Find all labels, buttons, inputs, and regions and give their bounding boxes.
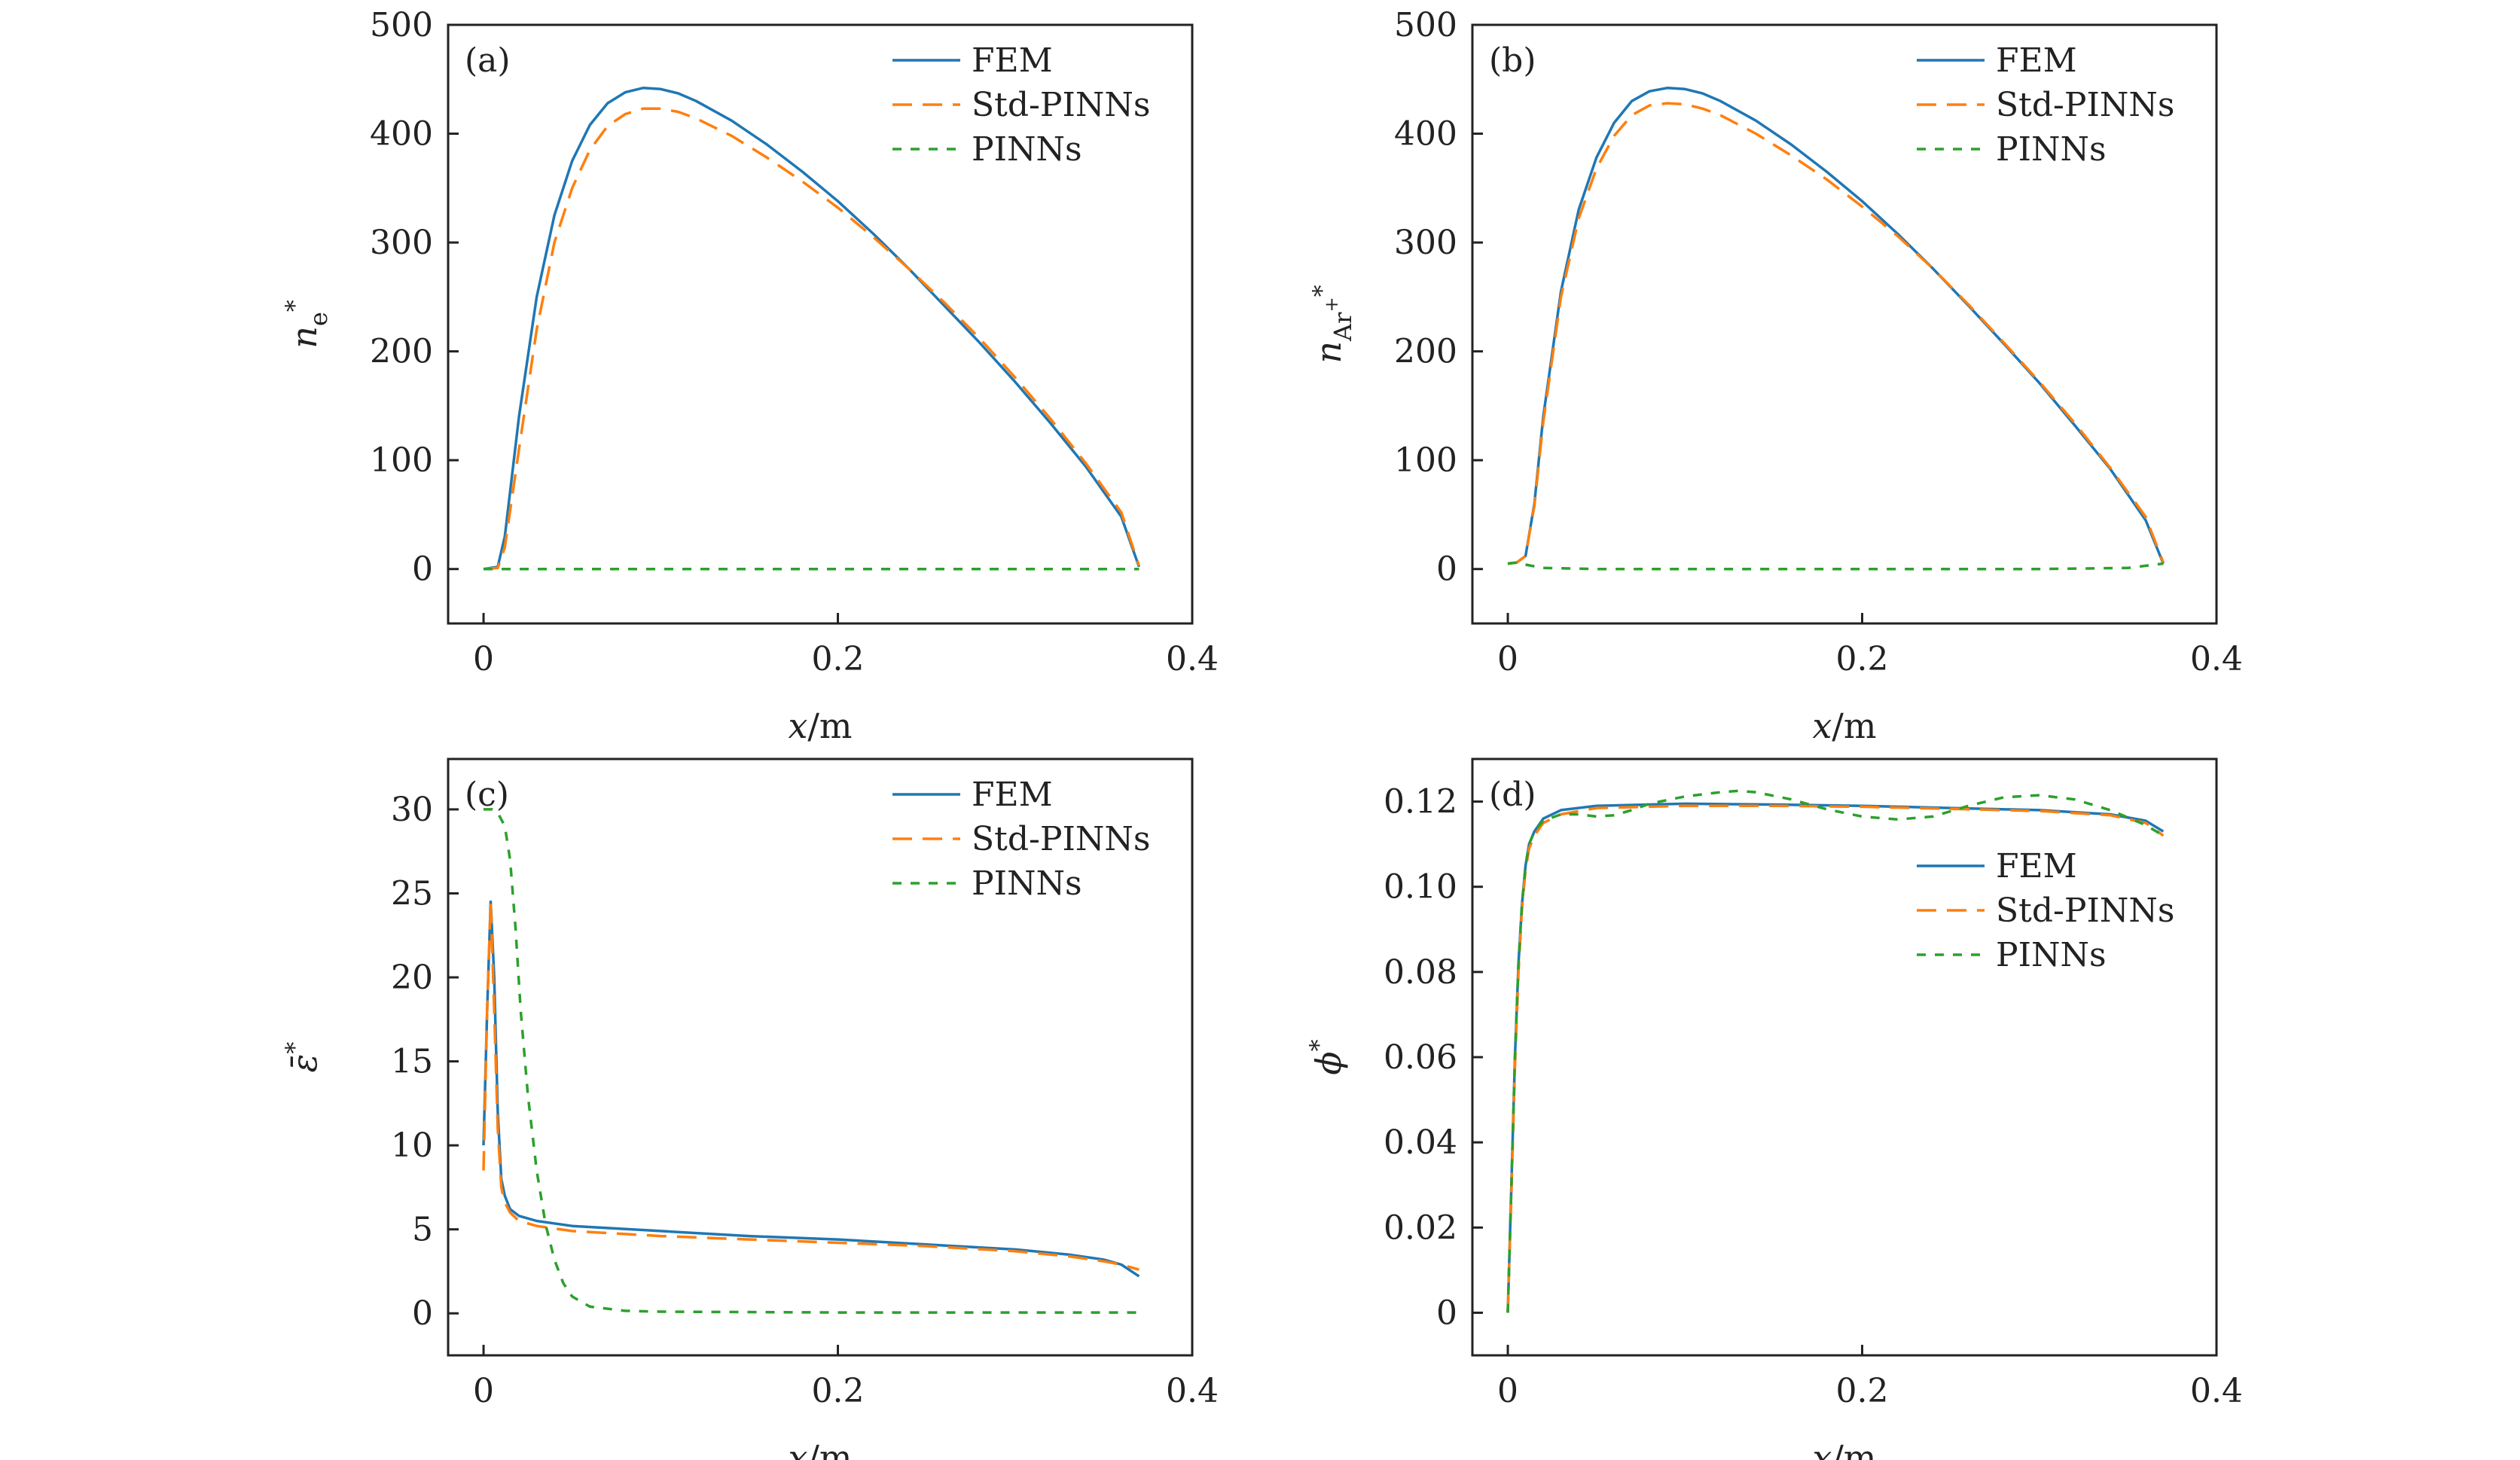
y-axis-title: ϕ* xyxy=(1304,1039,1349,1074)
x-tick-label: 0.4 xyxy=(1166,1372,1219,1410)
panel-label: (b) xyxy=(1489,41,1536,80)
legend-label: PINNs xyxy=(972,130,1082,169)
x-tick-label: 0.4 xyxy=(1166,640,1219,678)
y-tick-label: 0.04 xyxy=(1384,1123,1457,1162)
legend-label: Std-PINNs xyxy=(1996,86,2174,124)
series-line-std-pinns xyxy=(483,107,1141,571)
x-axis-title: x/m xyxy=(1812,706,1876,746)
y-tick-label: 300 xyxy=(370,224,433,262)
y-tick-label: 25 xyxy=(391,874,433,913)
plot-frame xyxy=(447,757,1194,1357)
y-axis-symbol: n xyxy=(284,326,325,349)
plot-frame xyxy=(1471,23,2218,625)
y-tick-label: 0.08 xyxy=(1384,953,1457,992)
series-line-fem xyxy=(483,87,1141,571)
x-axis-title: x/m xyxy=(788,706,852,746)
panel-label: (d) xyxy=(1489,776,1536,814)
y-tick-label: 20 xyxy=(391,959,433,997)
y-axis-title: nAr+* xyxy=(1307,285,1357,363)
legend-label: FEM xyxy=(972,41,1053,80)
y-tick-label: 0.06 xyxy=(1384,1038,1457,1077)
y-axis-superscript: * xyxy=(280,300,309,312)
y-tick-label: 400 xyxy=(370,115,433,154)
legend-label: FEM xyxy=(972,776,1053,814)
y-tick-label: 0.02 xyxy=(1384,1209,1457,1247)
x-axis-unit: /m xyxy=(1832,1437,1876,1460)
y-tick-label: 400 xyxy=(1394,115,1457,154)
y-tick-label: 0 xyxy=(412,550,433,589)
panel-c: 0 0.2 0.4 0 5 10 15 20 25 30 x/m ε̄* (c) FEM Std-PINNs… xyxy=(280,757,1219,1460)
y-axis-title: ne* xyxy=(280,300,333,349)
x-axis-title: x/m xyxy=(788,1437,852,1460)
panel-label: (c) xyxy=(465,776,509,814)
y-tick-label: 10 xyxy=(391,1126,433,1165)
x-axis-unit: /m xyxy=(1832,706,1876,746)
series-line-std-pinns xyxy=(1507,102,2165,565)
legend-label: PINNs xyxy=(972,864,1082,903)
legend-label: Std-PINNs xyxy=(1996,892,2174,930)
y-tick-label: 0 xyxy=(1436,1294,1457,1332)
y-tick-label: 200 xyxy=(1394,333,1457,371)
series-line-fem xyxy=(482,900,1140,1278)
series-line-pinns xyxy=(1507,561,2164,571)
x-tick-label: 0 xyxy=(1497,1372,1518,1410)
y-axis-subscript-superscript: + xyxy=(1321,297,1342,312)
y-axis-superscript: * xyxy=(1307,285,1336,297)
y-tick-label: 200 xyxy=(370,333,433,371)
x-axis-unit: /m xyxy=(807,706,852,746)
y-axis-symbol: n xyxy=(1308,341,1349,364)
y-axis-superscript: * xyxy=(280,1042,309,1054)
y-tick-label: 5 xyxy=(412,1211,433,1249)
panel-b: 0 0.2 0.4 0 100 200 300 400 500 x/m nAr+* (b) FEM Std… xyxy=(1307,6,2243,746)
x-tick-label: 0.4 xyxy=(2190,1372,2243,1410)
plot-frame xyxy=(1471,757,2218,1357)
y-tick-label: 100 xyxy=(370,441,433,480)
legend-label: FEM xyxy=(1996,41,2077,80)
y-tick-label: 500 xyxy=(370,6,433,44)
y-axis-superscript: * xyxy=(1304,1039,1333,1051)
plot-frame xyxy=(447,23,1194,625)
y-tick-label: 15 xyxy=(391,1043,433,1081)
series-line-pinns xyxy=(484,808,1139,1314)
panel-d: 0 0.2 0.4 0 0.02 0.04 0.06 0.08 0.10 0.12 x/m ϕ* (d)… xyxy=(1304,757,2243,1460)
x-axis-variable: x xyxy=(788,1437,807,1460)
x-tick-label: 0.2 xyxy=(1836,640,1889,678)
legend-label: FEM xyxy=(1996,847,2077,885)
series-line-std-pinns xyxy=(482,900,1139,1271)
x-tick-label: 0.4 xyxy=(2190,640,2243,678)
x-tick-label: 0 xyxy=(473,1372,494,1410)
x-axis-title: x/m xyxy=(1812,1437,1876,1460)
x-axis-variable: x xyxy=(788,706,807,746)
x-axis-variable: x xyxy=(1812,1437,1832,1460)
y-axis-symbol: ϕ xyxy=(1308,1051,1349,1074)
x-tick-label: 0.2 xyxy=(812,1372,865,1410)
x-axis-unit: /m xyxy=(807,1437,852,1460)
x-tick-label: 0.2 xyxy=(1836,1372,1889,1410)
panel-a: 0 0.2 0.4 0 100 200 300 400 500 x/m ne* (a) FEM Std-P… xyxy=(280,6,1219,746)
y-axis-title: ε̄* xyxy=(280,1042,325,1073)
x-tick-label: 0.2 xyxy=(812,640,865,678)
legend-label: Std-PINNs xyxy=(972,86,1150,124)
y-tick-label: 0.12 xyxy=(1384,783,1457,821)
y-axis-subscript: Ar xyxy=(1329,312,1357,342)
panel-label: (a) xyxy=(465,41,511,80)
legend-label: PINNs xyxy=(1996,130,2107,169)
y-axis-subscript: e xyxy=(304,312,333,326)
y-tick-label: 30 xyxy=(391,791,433,829)
y-tick-label: 100 xyxy=(1394,441,1457,480)
y-tick-label: 300 xyxy=(1394,224,1457,262)
y-tick-label: 0 xyxy=(412,1294,433,1333)
x-tick-label: 0 xyxy=(1497,640,1518,678)
legend-label: Std-PINNs xyxy=(972,820,1150,858)
x-axis-variable: x xyxy=(1812,706,1832,746)
x-tick-label: 0 xyxy=(473,640,494,678)
legend-label: PINNs xyxy=(1996,936,2107,974)
y-tick-label: 500 xyxy=(1394,6,1457,44)
series-line-std-pinns xyxy=(1506,804,2165,1313)
y-tick-label: 0.10 xyxy=(1384,868,1457,907)
y-axis-symbol: ε̄ xyxy=(284,1054,325,1073)
y-tick-label: 0 xyxy=(1436,550,1457,589)
